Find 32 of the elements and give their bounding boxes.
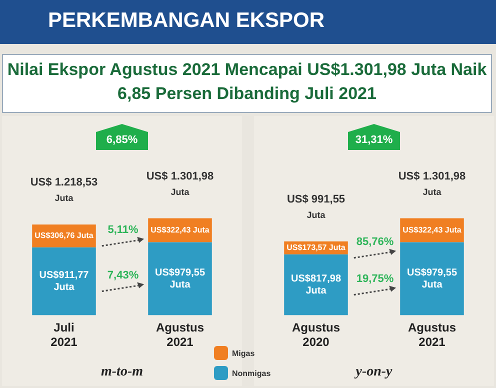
bar: [284, 254, 348, 316]
chart-subtitle: Nilai Ekspor Agustus 2021 Mencapai US$1.301,98 Juta Naik 6,85 Persen Dibanding Juli 2021: [2, 54, 492, 113]
text: y-on-y: [354, 364, 394, 380]
annotation: 5,11%: [108, 224, 139, 236]
annotation: 85,76%: [356, 236, 394, 248]
data-label: US$322,43 Juta: [402, 226, 462, 234]
data-label: US$173,57 Juta: [286, 243, 346, 252]
text: m-to-m: [101, 364, 144, 380]
x-tick-label: Juli 2021: [50, 320, 78, 350]
x-tick-label: Agustus 2020: [292, 320, 340, 350]
data-label: US$911,77 Juta: [39, 270, 90, 294]
text: 6,85%: [106, 134, 138, 146]
data-label: US$817,98 Juta: [290, 274, 342, 297]
x-tick-label: Agustus 2021: [156, 320, 204, 350]
bar: [400, 242, 464, 316]
bar: [148, 242, 212, 316]
data-label: US$979,55 Juta: [154, 267, 206, 290]
data-label: US$306,76 Juta: [34, 231, 94, 240]
annotation: 7,43%: [107, 269, 139, 282]
total-label: US$ 1.301,98 Juta: [398, 170, 466, 197]
total-label: US$ 1.301,98 Juta: [146, 170, 214, 197]
bar: [32, 247, 96, 316]
legend-label: Nonmigas: [232, 368, 271, 378]
text: 31,31%: [355, 134, 393, 146]
total-label: US$ 1.218,53 Juta: [30, 176, 98, 203]
annotation: 19,75%: [356, 272, 394, 285]
x-tick-label: Agustus 2021: [408, 320, 456, 350]
chart-title: PERKEMBANGAN EKSPOR: [48, 9, 325, 33]
total-label: US$ 991,55 Juta: [286, 193, 346, 220]
legend-label: Migas: [232, 348, 255, 358]
data-label: US$979,55 Juta: [406, 267, 458, 290]
data-label: US$322,43 Juta: [150, 226, 210, 234]
